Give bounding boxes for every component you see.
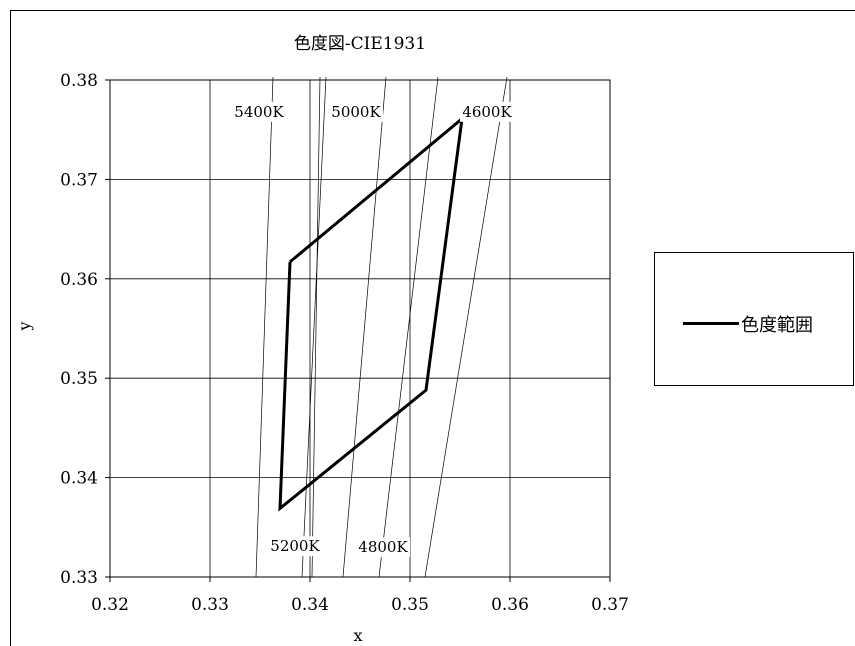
y-axis-label: y [15, 321, 34, 331]
grid-layer [110, 80, 610, 577]
isotherm-line [311, 77, 321, 578]
isotherm-line [301, 77, 327, 578]
annotation-layer: 5400K 5000K 4600K 5200K 4800K [232, 101, 514, 558]
isotherm-label: 5200K [270, 537, 320, 555]
isotherm-label-bg [329, 101, 383, 122]
tick-layer: 0.32 0.33 0.34 0.35 0.36 0.37 0.33 0.34 0.35 0.36… [60, 71, 629, 615]
y-tick-label: 0.36 [60, 270, 98, 290]
legend: 色度範囲 [654, 252, 854, 386]
isotherm-line [255, 77, 274, 578]
x-tick-label: 0.36 [491, 595, 529, 615]
isotherm-line [342, 76, 387, 578]
chart-title: 色度図-CIE1931 [294, 34, 426, 54]
isotherm-layer [255, 76, 508, 578]
series-layer [278, 115, 464, 512]
series-line-chromaticity-range [278, 115, 464, 512]
x-tick-label: 0.32 [91, 595, 129, 615]
plot-area [110, 80, 610, 577]
x-tick-label: 0.34 [291, 595, 329, 615]
isotherm-label-bg [356, 537, 410, 558]
isotherm-label-bg [460, 101, 514, 122]
isotherm-label-bg [232, 101, 286, 122]
x-tick-label: 0.37 [591, 595, 629, 615]
y-tick-label: 0.38 [60, 71, 98, 91]
isotherm-line [424, 76, 508, 578]
x-tick-label: 0.33 [191, 595, 229, 615]
isotherm-label: 4800K [358, 538, 408, 556]
x-tick-label: 0.35 [391, 595, 429, 615]
isotherm-label-bg [268, 536, 322, 557]
y-tick-label: 0.33 [60, 568, 98, 588]
isotherm-label: 4600K [462, 103, 512, 121]
isotherm-label: 5400K [234, 103, 284, 121]
y-tick-label: 0.35 [60, 369, 98, 389]
isotherm-line [378, 76, 439, 578]
plot-border [109, 79, 611, 578]
isotherm-label: 5000K [331, 103, 381, 121]
x-axis-label: x [353, 626, 362, 645]
y-tick-label: 0.37 [60, 170, 98, 190]
chart-frame [10, 10, 855, 646]
legend-line-swatch [683, 322, 739, 325]
legend-label: 色度範囲 [741, 315, 813, 336]
y-tick-label: 0.34 [60, 469, 98, 489]
